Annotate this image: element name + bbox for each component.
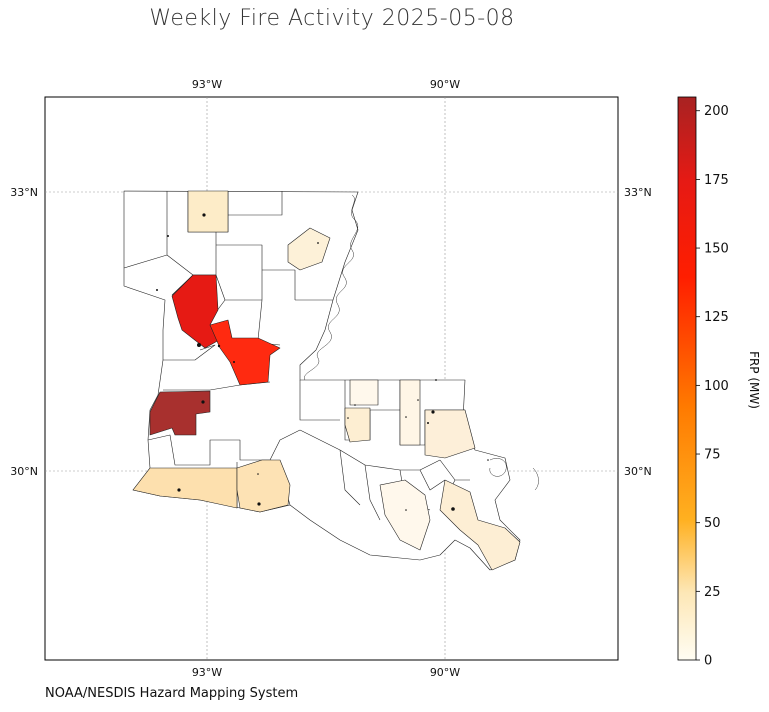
fire-point bbox=[431, 410, 435, 414]
parish-lafourche bbox=[379, 479, 431, 551]
lon-label-bottom-90: 90°W bbox=[430, 666, 460, 679]
fire-point bbox=[451, 507, 455, 511]
fire-point bbox=[435, 379, 437, 381]
fire-point bbox=[405, 509, 407, 511]
fire-point bbox=[201, 400, 205, 404]
fire-point bbox=[405, 416, 407, 418]
lat-label-left-33: 33°N bbox=[10, 186, 38, 199]
parish-plaquemines bbox=[439, 479, 521, 571]
fire-point bbox=[202, 213, 206, 217]
parish-st-tammany bbox=[424, 409, 476, 459]
lon-label-bottom-93: 93°W bbox=[192, 666, 222, 679]
parish-ouachita bbox=[287, 227, 331, 271]
lon-label-top-90: 90°W bbox=[430, 78, 460, 91]
fire-point bbox=[257, 502, 261, 506]
lon-label-top-93: 93°W bbox=[192, 78, 222, 91]
lat-label-right-33: 33°N bbox=[624, 186, 652, 199]
fire-point bbox=[167, 235, 169, 237]
colorbar-tick-label: 75 bbox=[704, 448, 721, 463]
colorbar-tick-label: 100 bbox=[704, 379, 729, 394]
map-title: Weekly Fire Activity 2025-05-08 bbox=[149, 6, 515, 31]
fire-point bbox=[257, 473, 259, 475]
map-frame bbox=[44, 96, 619, 661]
lat-label-right-30: 30°N bbox=[624, 465, 652, 478]
colorbar-tick-label: 50 bbox=[704, 516, 721, 531]
parish-tangipahoa bbox=[399, 379, 421, 446]
fire-point bbox=[156, 289, 158, 291]
fire-point bbox=[317, 242, 319, 244]
louisiana-parishes bbox=[123, 190, 539, 571]
fire-point bbox=[177, 488, 181, 492]
fire-point bbox=[487, 459, 489, 461]
lat-label-left-30: 30°N bbox=[10, 465, 38, 478]
colorbar-tick-label: 150 bbox=[704, 242, 729, 257]
colorbar-ticks: 0 25 50 75 100 125 150 175 200 bbox=[696, 104, 729, 669]
parish-west-feliciana bbox=[344, 407, 371, 443]
fire-detections bbox=[156, 213, 489, 511]
colorbar-tick-label: 0 bbox=[704, 654, 712, 669]
colorbar-tick-label: 200 bbox=[704, 104, 729, 119]
colorbar-label: FRP (MW) bbox=[747, 351, 761, 409]
colorbar-tick-label: 175 bbox=[704, 173, 729, 188]
parish-rapides bbox=[209, 319, 281, 386]
parish-ne bbox=[349, 379, 379, 406]
parish-webster bbox=[187, 190, 229, 233]
fire-point bbox=[347, 417, 349, 419]
parish-vernon bbox=[149, 390, 211, 436]
source-credit: NOAA/NESDIS Hazard Mapping System bbox=[45, 686, 299, 701]
colorbar-tick-label: 25 bbox=[704, 585, 721, 600]
colorbar bbox=[677, 96, 697, 661]
fire-point bbox=[417, 399, 419, 401]
fire-point bbox=[354, 404, 356, 406]
fire-point bbox=[233, 361, 235, 363]
fire-point bbox=[427, 422, 429, 424]
colorbar-tick-label: 125 bbox=[704, 310, 729, 325]
fire-point bbox=[197, 343, 201, 347]
parish-vermilion bbox=[236, 459, 291, 513]
fire-point bbox=[217, 344, 221, 348]
